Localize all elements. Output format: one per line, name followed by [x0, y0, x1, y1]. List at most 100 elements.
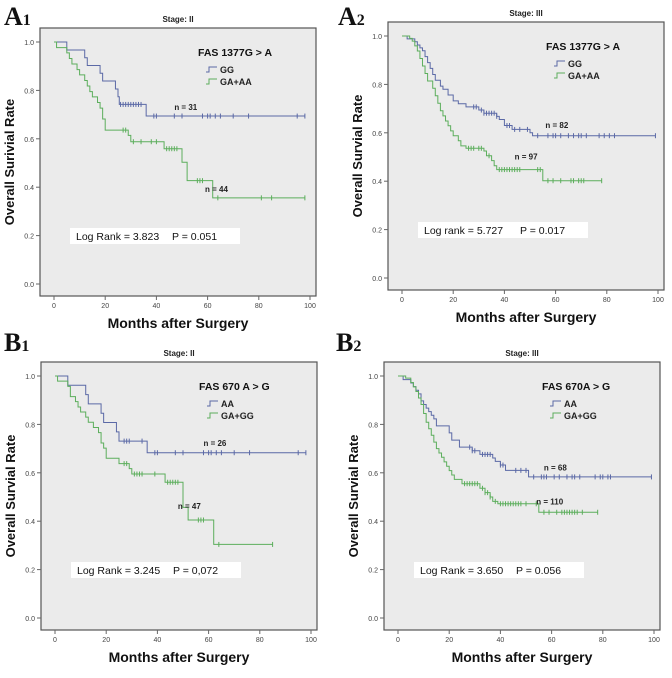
x-tick-label: 100: [305, 637, 317, 644]
n-label: n = 82: [545, 121, 568, 130]
x-tick-label: 0: [400, 297, 404, 304]
p-value: P = 0.056: [516, 565, 561, 577]
legend-entry: GA+GG: [221, 411, 254, 421]
y-tick-label: 0.0: [25, 616, 35, 623]
panel-label: B2: [336, 328, 362, 357]
x-tick-label: 20: [101, 303, 109, 310]
y-tick-label: 0.6: [368, 471, 378, 478]
legend-title: FAS 1377G > A: [198, 47, 272, 59]
x-tick-label: 0: [52, 303, 56, 310]
x-tick-label: 0: [396, 637, 400, 644]
y-tick-label: 0.4: [372, 179, 382, 186]
y-axis-label: Overall Survial Rate: [346, 435, 361, 558]
plot-area: [40, 361, 318, 631]
plot-area: [383, 361, 661, 631]
chart-title: Stage: III: [505, 349, 538, 358]
x-tick-label: 20: [102, 637, 110, 644]
legend-swatch: [207, 412, 218, 419]
y-tick-label: 0.4: [25, 519, 35, 526]
y-tick-label: 0.8: [25, 422, 35, 429]
log-rank-stat: Log rank = 5.727: [424, 225, 503, 237]
y-tick-label: 1.0: [368, 374, 378, 381]
n-label: n = 97: [515, 152, 538, 161]
y-tick-label: 0.2: [25, 568, 35, 575]
n-label: n = 47: [178, 502, 201, 511]
legend-swatch: [554, 72, 565, 79]
x-tick-label: 40: [501, 297, 509, 304]
y-tick-label: 0.2: [372, 228, 382, 235]
n-label: n = 26: [203, 439, 226, 448]
x-tick-label: 60: [205, 637, 213, 644]
x-tick-label: 100: [304, 303, 316, 310]
legend-entry: GA+AA: [568, 71, 600, 81]
panel-b2: Stage: III 0.0 0.2 0.4 0.6 0.8 1.0 0 20 40 60 80 100…: [336, 328, 672, 675]
km-chart: Stage: II 0.0 0.2 0.4 0.6 0.8 1.0 0 20 40 60 80 100 M…: [3, 349, 318, 665]
legend-swatch: [207, 400, 218, 407]
panel-a1: Stage: II 0.0 0.2 0.4 0.6 0.8 1.0 0 20 40 60 80 100 M…: [0, 2, 330, 341]
y-tick-label: 0.0: [372, 276, 382, 283]
y-axis-label: Overall Survial Rate: [3, 435, 18, 558]
panel-label: B1: [4, 328, 30, 357]
chart-title: Stage: II: [162, 15, 193, 24]
x-tick-label: 80: [256, 637, 264, 644]
y-axis-label: Overall Surivial Rate: [2, 99, 17, 225]
y-tick-label: 0.2: [368, 568, 378, 575]
panel-b1: Stage: II 0.0 0.2 0.4 0.6 0.8 1.0 0 20 40 60 80 100 M…: [0, 328, 331, 675]
x-axis-label: Months after Surgery: [452, 649, 593, 665]
km-chart: Stage: II 0.0 0.2 0.4 0.6 0.8 1.0 0 20 40 60 80 100 M…: [2, 15, 317, 331]
legend-entry: AA: [221, 399, 234, 409]
y-tick-label: 0.6: [25, 471, 35, 478]
x-tick-label: 60: [552, 297, 560, 304]
legend-swatch: [550, 400, 561, 407]
chart-title: Stage: II: [163, 349, 194, 358]
x-tick-label: 60: [548, 637, 556, 644]
plot-area: [39, 27, 317, 297]
y-tick-label: 0.2: [24, 234, 34, 241]
panel-label: A2: [338, 2, 365, 31]
n-label: n = 44: [205, 185, 228, 194]
legend-entry: GG: [568, 59, 582, 69]
legend-entry: GG: [220, 65, 234, 75]
x-axis-label: Months after Surgery: [109, 649, 250, 665]
y-tick-label: 0.6: [24, 137, 34, 144]
x-tick-label: 40: [153, 303, 161, 310]
km-chart: Stage: III 0.0 0.2 0.4 0.6 0.8 1.0 0 20 40 60 80 100…: [350, 9, 665, 325]
p-value: P = 0,072: [173, 565, 218, 577]
panel-label: A1: [4, 2, 31, 31]
legend-entry: AA: [564, 399, 577, 409]
p-value: P = 0.051: [172, 231, 217, 243]
log-rank-stat: Log Rank = 3.245: [77, 565, 160, 577]
x-tick-label: 20: [449, 297, 457, 304]
annotation-box: [71, 562, 241, 578]
x-axis-label: Months after Surgery: [108, 315, 249, 331]
y-axis-label: Overall Survial Rate: [350, 95, 365, 218]
y-tick-label: 0.6: [372, 131, 382, 138]
y-tick-label: 1.0: [24, 40, 34, 47]
x-tick-label: 100: [648, 637, 660, 644]
x-tick-label: 80: [599, 637, 607, 644]
log-rank-stat: Log Rank = 3.823: [76, 231, 159, 243]
panel-a2: Stage: III 0.0 0.2 0.4 0.6 0.8 1.0 0 20 40 60 80 100…: [338, 0, 672, 335]
x-axis-label: Months after Surgery: [456, 309, 597, 325]
x-tick-label: 40: [154, 637, 162, 644]
x-tick-label: 0: [53, 637, 57, 644]
legend-title: FAS 670 A > G: [199, 381, 270, 393]
survival-curve-variant: [398, 375, 598, 513]
x-tick-label: 40: [497, 637, 505, 644]
x-tick-label: 60: [204, 303, 212, 310]
y-tick-label: 0.8: [24, 88, 34, 95]
y-tick-label: 0.8: [372, 82, 382, 89]
y-tick-label: 0.0: [24, 282, 34, 289]
y-tick-label: 1.0: [25, 374, 35, 381]
legend-entry: GA+GG: [564, 411, 597, 421]
y-tick-label: 0.4: [368, 519, 378, 526]
legend-swatch: [554, 60, 565, 67]
x-tick-label: 80: [255, 303, 263, 310]
annotation-box: [418, 222, 588, 238]
plot-area: [387, 21, 665, 291]
km-chart: Stage: III 0.0 0.2 0.4 0.6 0.8 1.0 0 20 40 60 80 100…: [346, 349, 661, 665]
y-tick-label: 1.0: [372, 34, 382, 41]
legend-title: FAS 1377G > A: [546, 41, 620, 53]
x-tick-label: 100: [652, 297, 664, 304]
